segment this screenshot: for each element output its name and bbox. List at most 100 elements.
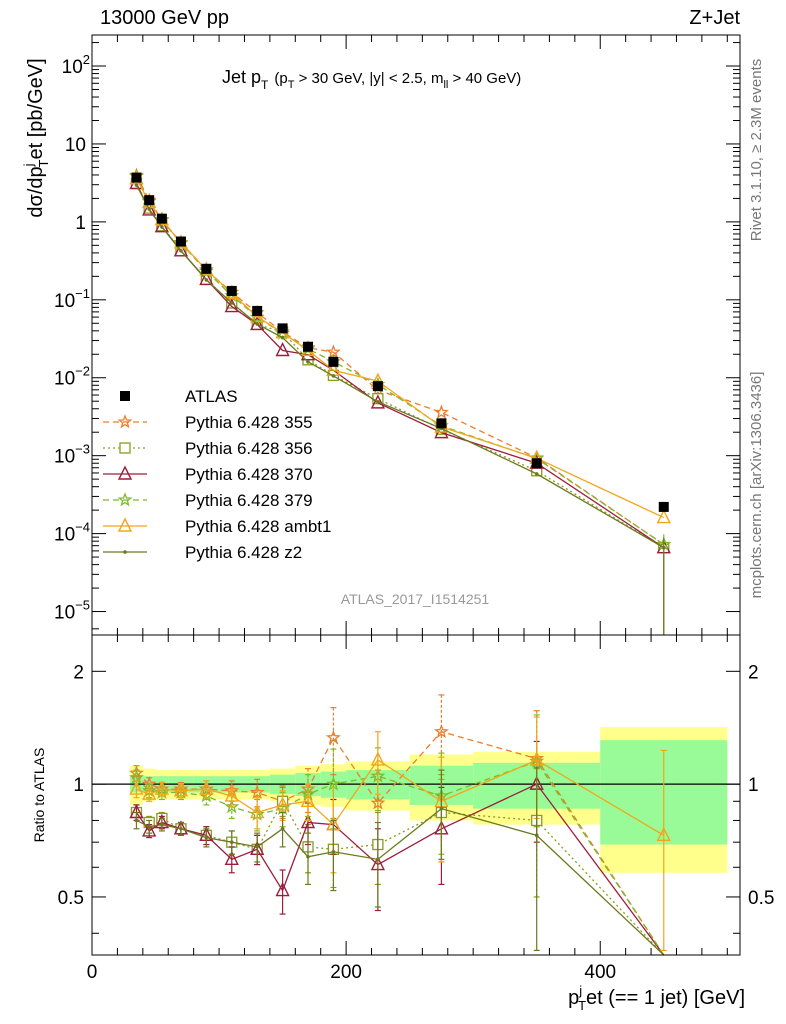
series-4-main-point [656, 509, 671, 524]
main-y-tick-exponent: −3 [75, 442, 90, 457]
series-5-main-point [229, 301, 234, 305]
main-y-tick-base: 1 [75, 213, 86, 234]
side-label-rivet: Rivet 3.1.10, ≥ 2.3M events [748, 59, 765, 242]
analysis-id: ATLAS_2017_I1514251 [341, 591, 490, 607]
series-5-ratio-line [136, 807, 665, 956]
ratio-y-tick-label-left: 0.5 [58, 888, 84, 909]
series-5-ratio-point [306, 854, 310, 859]
legend-series-2-label: Pythia 6.428 370 [185, 465, 313, 484]
series-5-main-point [160, 225, 164, 229]
atlas-data-point [372, 381, 383, 392]
series-0-ratio-point [249, 784, 265, 799]
x-tick-label: 400 [584, 962, 616, 983]
series-0-ratio-point [433, 723, 449, 739]
atlas-data-point [277, 323, 288, 334]
x-axis-label-sub: T [578, 998, 586, 1013]
series-5-ratio-point [280, 827, 285, 831]
ratio-y-label: Ratio to ATLAS [31, 748, 47, 843]
series-4-ratio-point [142, 785, 157, 800]
atlas-data-point [436, 418, 447, 429]
series-4-ratio-point [173, 782, 189, 797]
main-y-tick-base: 10 [62, 57, 83, 78]
main-y-tick-label: 10−3 [54, 442, 90, 468]
ratio-bands [92, 727, 740, 873]
main-y-tick-exponent: −1 [75, 286, 90, 301]
main-y-label: dσ/dpjTet [pb/GeV] [21, 58, 51, 217]
main-y-tick-label: 1 [75, 213, 86, 234]
atlas-data-point [131, 172, 142, 183]
legend-series-5-marker [123, 550, 127, 554]
ratio-y-tick-label-left: 2 [73, 662, 84, 683]
main-y-tick-exponent: 2 [83, 52, 90, 67]
series-5-ratio-point [160, 822, 164, 827]
main-y-label-b: et [pb/GeV] [25, 58, 47, 159]
main-y-tick-base: 10 [54, 291, 75, 312]
atlas-data-point [201, 263, 212, 274]
legend-series-0-label: Pythia 6.428 355 [185, 413, 313, 432]
legend-atlas-label: ATLAS [185, 387, 238, 406]
atlas-data-point [658, 501, 669, 512]
legend-series-3-marker [117, 492, 133, 507]
series-2-main-point [275, 341, 290, 357]
legend-series-3-label: Pythia 6.428 379 [185, 491, 313, 510]
series-2-main-point [199, 270, 214, 286]
plot-title-sub: T [261, 78, 269, 92]
series-5-ratio-point [204, 835, 209, 840]
plot-title-cuts-c: > 30 GeV, |y| < 2.5, m [294, 70, 443, 87]
series-4-ratio-point [529, 751, 544, 766]
legend-series-4-label: Pythia 6.428 ambt1 [185, 517, 331, 536]
x-tick-label: 200 [330, 962, 362, 983]
plot-title-main: Jet p [222, 67, 261, 87]
atlas-data-point [531, 458, 542, 469]
legend-series-2-marker [117, 465, 133, 480]
series-0-ratio-point [325, 729, 341, 745]
atlas-data-point [252, 305, 263, 316]
series-4-ratio-point [199, 780, 214, 795]
x-axis-label-b: et (== 1 jet) [GeV] [586, 987, 745, 1009]
series-5-main-point [306, 360, 310, 364]
main-data-layer [129, 167, 672, 635]
atlas-data-point [303, 341, 313, 352]
plot-title-cuts-e: > 40 GeV) [448, 70, 521, 87]
main-y-tick-exponent: −5 [75, 598, 90, 613]
main-y-tick-label: 10−2 [54, 364, 90, 390]
legend-series-1-label: Pythia 6.428 356 [185, 439, 313, 458]
series-2-ratio-point [275, 881, 290, 897]
x-axis-label-sup: j [578, 983, 582, 998]
series-5-ratio-point [229, 840, 234, 844]
main-y-tick-base: 10 [54, 525, 75, 546]
series-2-main-point [173, 242, 189, 257]
series-5-main-point [331, 374, 336, 378]
series-5-ratio-point [134, 818, 139, 823]
series-4-ratio-point [275, 796, 290, 811]
series-2-main-point [142, 201, 157, 216]
x-axis-ticks: 0 200 400 [87, 35, 728, 983]
ratio-y-tick-label-right: 0.5 [748, 888, 774, 909]
series-5-main-point [376, 399, 380, 404]
ratio-panel: 0.5 0.5 1 1 2 2 Ratio to ATLAS [31, 634, 774, 956]
main-y-label-a: dσ/dp [25, 166, 47, 217]
series-4-ratio-point [129, 780, 144, 795]
main-y-tick-exponent: −4 [75, 520, 90, 535]
series-5-ratio-point [179, 827, 183, 831]
series-4-ratio-point [300, 792, 316, 807]
x-axis-label-a: p [568, 987, 579, 1009]
series-4-ratio-point [224, 787, 239, 802]
series-3-main-line [135, 175, 665, 545]
series-4-ratio-point [370, 751, 386, 766]
series-5-main-point [661, 545, 666, 550]
ratio-y-tick-label-left: 1 [73, 775, 84, 796]
series-4-ratio-point [250, 803, 265, 819]
main-y-tick-base: 10 [54, 369, 75, 390]
series-2-ratio-point [142, 822, 157, 837]
series-2-ratio-point [224, 850, 239, 866]
series-5-ratio-point [147, 824, 151, 829]
legend-series-5-label: Pythia 6.428 z2 [185, 543, 302, 562]
header-left: 13000 GeV pp [100, 7, 229, 29]
main-y-tick-label: 10−5 [54, 598, 90, 624]
main-y-tick-base: 10 [54, 603, 75, 624]
series-3-ratio-point [129, 769, 144, 785]
series-5-ratio-point [534, 833, 539, 838]
